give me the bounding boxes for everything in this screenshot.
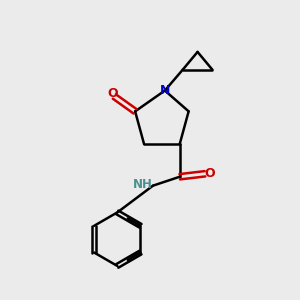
Text: O: O <box>107 87 118 100</box>
Text: NH: NH <box>133 178 152 191</box>
Text: N: N <box>160 84 170 97</box>
Text: O: O <box>204 167 215 180</box>
